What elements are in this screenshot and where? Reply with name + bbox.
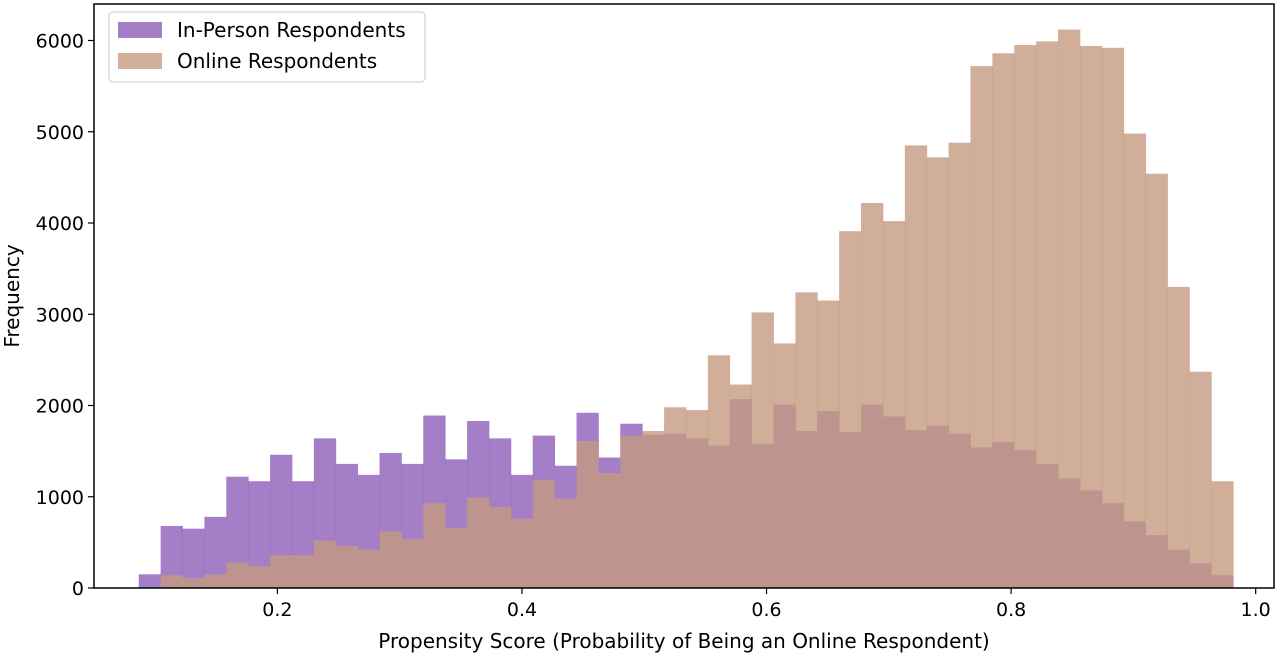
- online-bar: [401, 538, 424, 588]
- online-bar: [992, 53, 1015, 588]
- y-tick-label: 4000: [36, 213, 84, 235]
- online-bar: [795, 292, 818, 588]
- online-bar: [423, 503, 446, 588]
- x-tick-label: 0.8: [996, 599, 1026, 621]
- online-bar: [226, 562, 249, 588]
- online-bar: [488, 506, 512, 588]
- y-tick-label: 2000: [36, 396, 84, 418]
- y-axis-label: Frequency: [0, 244, 24, 347]
- legend-box: [108, 11, 426, 83]
- y-tick-label: 5000: [36, 122, 84, 144]
- online-bar: [970, 66, 993, 589]
- online-bar: [1145, 173, 1168, 589]
- online-bar: [1079, 45, 1103, 589]
- online-bar: [620, 435, 643, 588]
- online-bar: [773, 343, 796, 588]
- online-bar: [1211, 481, 1234, 588]
- online-bar: [729, 384, 753, 588]
- online-bar: [379, 531, 402, 588]
- in-person-bar: [270, 454, 293, 588]
- online-bar: [291, 555, 315, 588]
- legend: In-Person Respondents Online Respondents: [108, 11, 426, 83]
- in-person-bar: [138, 574, 162, 588]
- y-tick-label: 0: [72, 578, 84, 600]
- online-bar: [904, 145, 928, 588]
- in-person-bar: [226, 476, 249, 588]
- y-tick-label: 3000: [36, 304, 84, 326]
- online-bar: [532, 480, 556, 588]
- x-tick-label: 1.0: [1241, 599, 1271, 621]
- online-bar: [204, 574, 227, 588]
- online-bar: [1167, 286, 1190, 589]
- online-bar: [182, 577, 205, 588]
- online-bar: [467, 497, 490, 588]
- x-axis: 0.2 0.4 0.6 0.8 1.0: [262, 588, 1271, 621]
- in-person-bar: [248, 481, 271, 588]
- online-bar: [817, 300, 840, 588]
- online-bar: [1101, 47, 1125, 589]
- bars-layer: [138, 29, 1234, 589]
- online-bar: [685, 410, 709, 588]
- online-bar: [839, 231, 862, 588]
- legend-label-in-person: In-Person Respondents: [177, 18, 406, 42]
- legend-label-online: Online Respondents: [177, 49, 377, 73]
- online-bar: [598, 473, 621, 588]
- online-bar: [948, 142, 971, 588]
- online-bar: [445, 527, 468, 588]
- online-bar: [248, 566, 271, 588]
- y-tick-label: 6000: [36, 31, 84, 53]
- online-bar: [861, 202, 884, 589]
- series-1: [160, 29, 1234, 589]
- online-bar: [1036, 41, 1059, 589]
- in-person-bar: [182, 528, 205, 588]
- online-bar: [707, 355, 731, 588]
- online-bar: [1123, 133, 1147, 588]
- x-tick-label: 0.2: [262, 599, 292, 621]
- online-bar: [926, 157, 950, 589]
- plot-frame: [93, 3, 1275, 589]
- x-tick-label: 0.4: [507, 599, 537, 621]
- x-axis-label: Propensity Score (Probability of Being a…: [378, 629, 989, 653]
- online-bar: [1014, 45, 1037, 589]
- y-tick-label: 1000: [36, 487, 84, 509]
- online-bar: [357, 549, 380, 588]
- online-bar: [270, 555, 293, 588]
- online-bar: [510, 518, 534, 588]
- online-bar: [751, 312, 774, 588]
- x-tick-label: 0.6: [751, 599, 781, 621]
- online-bar: [554, 498, 577, 588]
- legend-swatch-in-person: [118, 22, 162, 38]
- in-person-bar: [160, 525, 183, 588]
- online-bar: [664, 407, 687, 588]
- online-bar: [642, 431, 665, 588]
- online-bar: [313, 540, 337, 588]
- online-bar: [335, 546, 359, 588]
- online-bar: [576, 441, 599, 588]
- in-person-bar: [204, 516, 227, 588]
- online-bar: [1189, 371, 1212, 588]
- online-bar: [1058, 29, 1081, 589]
- legend-swatch-online: [118, 53, 162, 69]
- online-bar: [882, 221, 906, 589]
- online-bar: [160, 575, 183, 588]
- y-axis: 0 1000 2000 3000 4000 5000 6000: [36, 31, 94, 600]
